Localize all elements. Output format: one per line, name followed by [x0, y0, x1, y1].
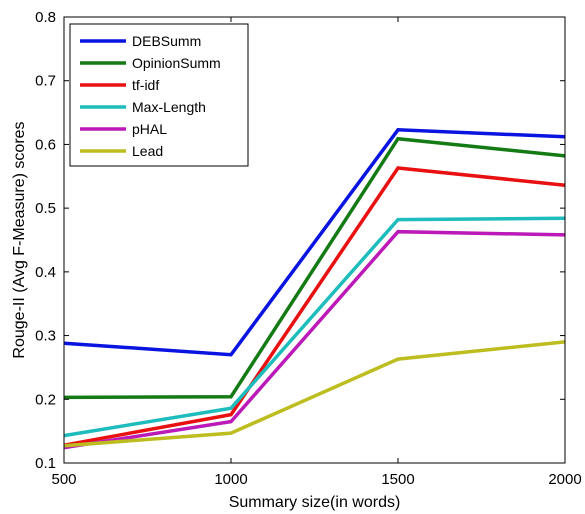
y-tick-label: 0.7: [35, 73, 56, 90]
y-tick-label: 0.3: [35, 328, 56, 345]
x-tick-label: 1000: [214, 471, 247, 488]
legend-label: Lead: [132, 143, 163, 159]
legend-label: DEBSumm: [132, 33, 201, 49]
series-line-debsumm: [63, 128, 566, 357]
legend-label: Max-Length: [132, 99, 206, 115]
x-tick-label: 1500: [381, 471, 414, 488]
series-line-opinionsumm: [63, 136, 566, 400]
y-tick-label: 0.5: [35, 200, 56, 217]
plot-frame: [63, 16, 566, 464]
y-tick-label: 0.1: [35, 455, 56, 472]
series-line-tf-idf: [63, 166, 566, 447]
y-tick-label: 0.6: [35, 136, 56, 153]
legend-label: OpinionSumm: [132, 55, 221, 71]
y-axis-label: Rouge-II (Avg F-Measure) scores: [11, 121, 28, 358]
x-tick-label: 2000: [548, 471, 581, 488]
y-tick-label: 0.8: [35, 9, 56, 26]
series-layer: [63, 128, 566, 450]
y-axis-ticks: 0.1 0.2 0.3 0.4 0.5 0.6 0.7 0.8: [35, 9, 565, 472]
y-tick-label: 0.4: [35, 264, 56, 281]
y-tick-label: 0.2: [35, 391, 56, 408]
series-line-phal: [63, 229, 566, 450]
x-axis-ticks: 500 1000 1500 2000: [51, 17, 582, 488]
series-line-max-length: [63, 216, 566, 438]
legend: DEBSumm OpinionSumm tf-idf Max-Length pHAL Le…: [69, 23, 249, 167]
legend-label: tf-idf: [132, 77, 159, 93]
x-axis-label: Summary size(in words): [229, 494, 401, 511]
legend-box: [69, 23, 249, 167]
legend-label: pHAL: [132, 121, 167, 137]
x-tick-label: 500: [51, 471, 76, 488]
series-line-lead: [63, 340, 566, 448]
